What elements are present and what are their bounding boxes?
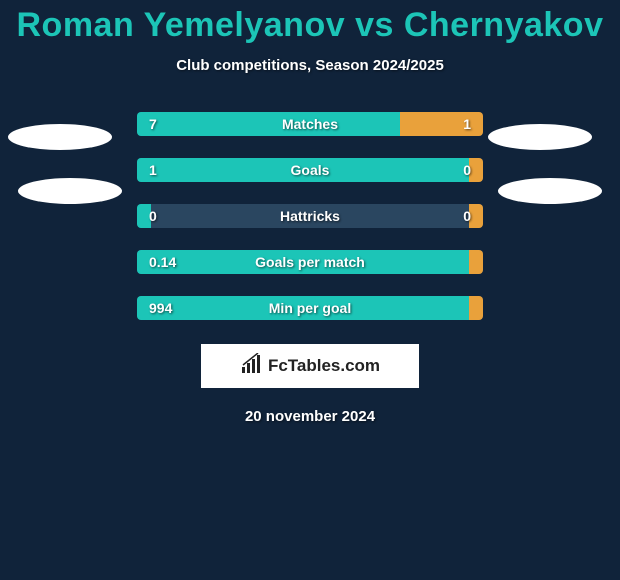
stat-row: 994Min per goal [137, 296, 483, 320]
date-line: 20 november 2024 [0, 408, 620, 425]
decorative-ellipse [488, 124, 592, 150]
stat-value-right: 0 [463, 208, 471, 224]
stat-label: Min per goal [137, 300, 483, 316]
stats-comparison: 7Matches11Goals00Hattricks00.14Goals per… [137, 112, 483, 320]
stat-row: 0.14Goals per match [137, 250, 483, 274]
stat-row: 1Goals0 [137, 158, 483, 182]
stat-value-right: 1 [463, 116, 471, 132]
stat-row: 0Hattricks0 [137, 204, 483, 228]
decorative-ellipse [18, 178, 122, 204]
decorative-ellipse [498, 178, 602, 204]
stat-label: Goals per match [137, 254, 483, 270]
logo-box: FcTables.com [201, 344, 419, 388]
logo-text: FcTables.com [268, 356, 380, 376]
stat-label: Hattricks [137, 208, 483, 224]
logo-chart-icon [240, 353, 264, 380]
decorative-ellipse [8, 124, 112, 150]
stat-value-right: 0 [463, 162, 471, 178]
stat-label: Matches [137, 116, 483, 132]
stat-row: 7Matches1 [137, 112, 483, 136]
subtitle: Club competitions, Season 2024/2025 [0, 57, 620, 74]
page-title: Roman Yemelyanov vs Chernyakov [0, 0, 620, 45]
stat-label: Goals [137, 162, 483, 178]
